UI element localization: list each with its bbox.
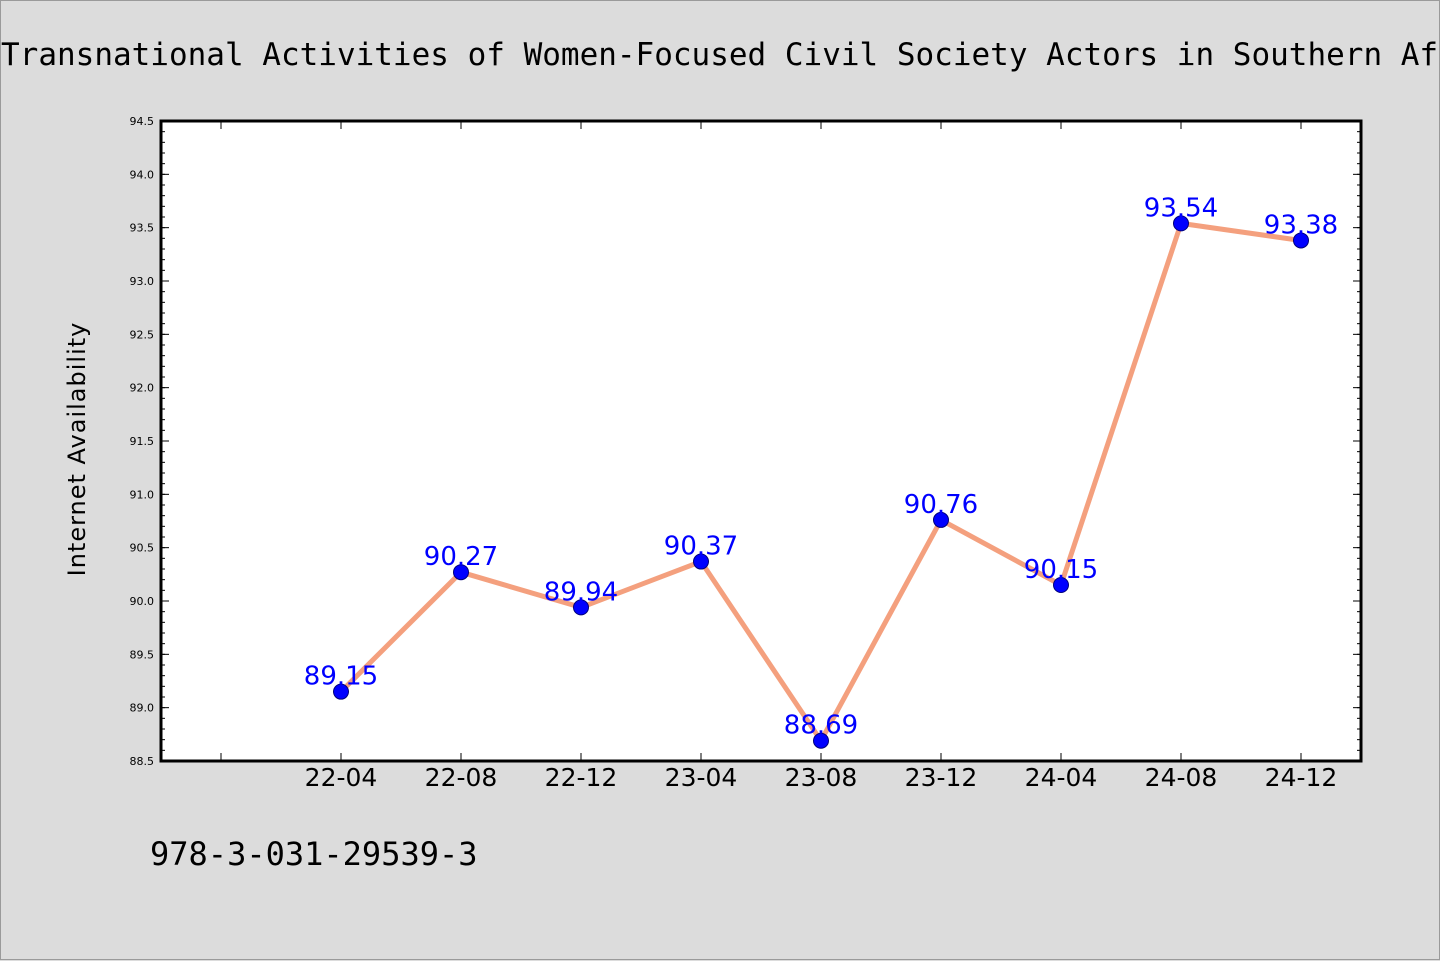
x-tick-label: 22-04: [305, 763, 378, 792]
data-point: [1173, 215, 1189, 232]
chart-title: Transnational Activities of Women-Focuse…: [1, 37, 1440, 73]
data-labels: 89.15 90.27 89.94 90.37 88.69 90.76 90.15 93.54…: [304, 193, 1338, 740]
data-label: 90.76: [904, 490, 978, 520]
y-axis-label: Internet Availability: [63, 322, 91, 577]
y-tick-label: 94.5: [130, 115, 155, 128]
y-tick-label: 91.0: [130, 488, 155, 501]
data-point: [573, 599, 589, 616]
x-tick-label: 23-12: [905, 763, 978, 792]
data-point: [813, 732, 829, 749]
data-label: 93.54: [1144, 193, 1218, 223]
isbn-footer: 978-3-031-29539-3: [150, 835, 478, 873]
x-tick-label: 24-04: [1025, 763, 1098, 792]
data-label: 90.27: [424, 542, 498, 572]
x-tick-label: 22-08: [425, 763, 498, 792]
x-tick-label: 24-12: [1265, 763, 1338, 792]
data-point: [333, 683, 349, 700]
y-tick-label: 93.0: [130, 275, 155, 288]
y-tick-label: 89.0: [130, 702, 155, 715]
y-tick-label: 91.5: [130, 435, 155, 448]
data-label: 93.38: [1264, 210, 1338, 240]
y-tick-label: 92.5: [130, 328, 155, 341]
x-tick-label: 22-12: [545, 763, 618, 792]
x-tick-label: 24-08: [1145, 763, 1218, 792]
data-point: [693, 553, 709, 570]
data-markers: [333, 215, 1309, 749]
y-tick-label: 90.5: [130, 542, 155, 555]
data-label: 90.15: [1024, 555, 1098, 585]
data-label: 89.94: [544, 577, 618, 607]
data-point: [933, 511, 949, 528]
y-tick-label: 89.5: [130, 648, 155, 661]
data-point: [1053, 577, 1069, 593]
data-label: 89.15: [304, 662, 378, 692]
y-tick-label: 88.5: [130, 755, 155, 768]
data-point: [453, 564, 469, 581]
data-label: 88.69: [784, 711, 858, 741]
y-tick-label: 93.5: [130, 222, 155, 235]
y-tick-label: 90.0: [130, 595, 155, 608]
data-point: [1293, 232, 1309, 249]
data-label: 90.37: [664, 532, 738, 562]
y-tick-label: 94.0: [130, 168, 155, 181]
y-tick-label: 92.0: [130, 382, 155, 395]
axis-ticks: 88.5 89.0 89.5 90.0 90.5 91.0 91.5 92.0 92.5 93.0…: [130, 115, 1361, 792]
x-tick-label: 23-04: [665, 763, 738, 792]
x-tick-label: 23-08: [785, 763, 858, 792]
